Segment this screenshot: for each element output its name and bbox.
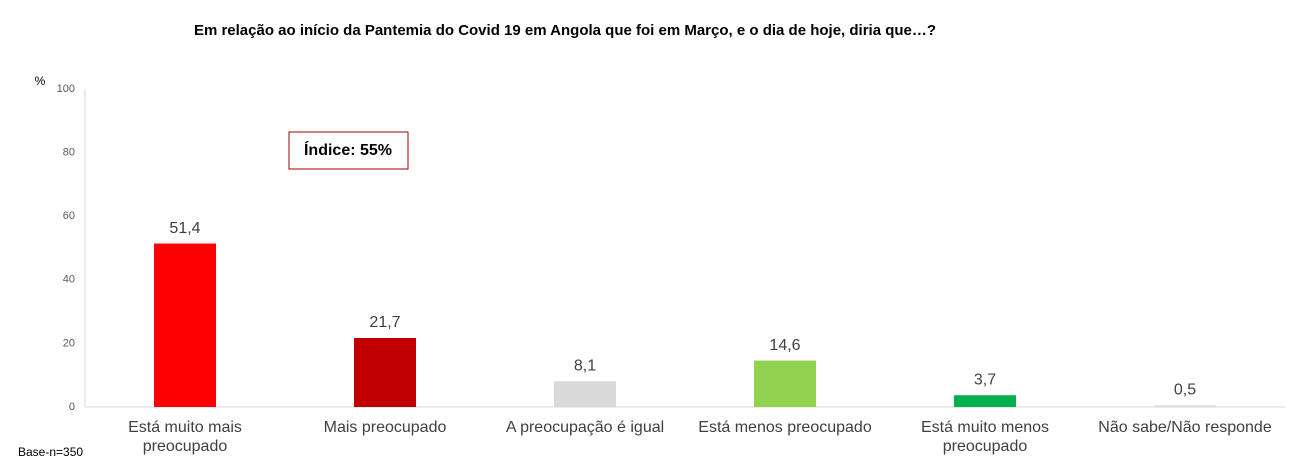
bar <box>554 381 616 407</box>
y-axis-label: % <box>35 74 46 88</box>
value-label: 21,7 <box>369 314 400 331</box>
value-label: 0,5 <box>1174 382 1196 399</box>
y-tick-label: 40 <box>63 274 75 286</box>
note: Base-n=350 <box>18 445 83 459</box>
x-tick-label: Está muito menos preocupado <box>920 419 1050 455</box>
bar <box>354 337 416 407</box>
x-tick-label: Não sabe/Não responde <box>1098 419 1272 436</box>
x-tick-label: A preocupação é igual <box>505 419 665 436</box>
bar <box>154 243 216 407</box>
annotation-box <box>288 131 409 170</box>
x-tick-label: Está muito mais preocupado <box>128 419 242 455</box>
chart-title: Em relação ao início da Pantemia do Covi… <box>194 22 936 39</box>
y-tick-label: 60 <box>63 210 75 222</box>
x-tick-label: Está menos preocupado <box>698 419 872 436</box>
y-tick-label: 20 <box>63 337 75 349</box>
y-tick-label: 100 <box>57 83 75 95</box>
y-tick-label: 0 <box>69 401 75 413</box>
bar <box>954 395 1016 407</box>
value-label: 8,1 <box>574 357 596 374</box>
bar <box>1154 405 1216 407</box>
bar <box>754 360 816 407</box>
x-tick-label: Mais preocupado <box>323 419 447 436</box>
value-label: 14,6 <box>769 337 800 354</box>
value-label: 3,7 <box>974 371 996 388</box>
value-label: 51,4 <box>169 220 200 237</box>
y-tick-label: 80 <box>63 147 75 159</box>
annotation: Índice: 55% <box>304 140 392 159</box>
